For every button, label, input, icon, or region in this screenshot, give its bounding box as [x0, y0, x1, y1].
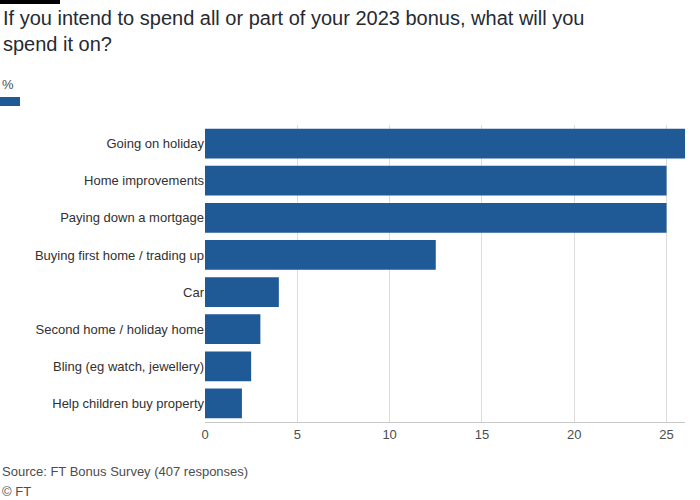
svg-text:If you intend to spend all or: If you intend to spend all or part of yo… [3, 7, 584, 55]
svg-text:15: 15 [475, 427, 489, 442]
svg-text:Help children buy property: Help children buy property [52, 396, 204, 411]
svg-text:Paying down a mortgage: Paying down a mortgage [60, 210, 204, 225]
svg-text:25: 25 [659, 427, 673, 442]
svg-text:5: 5 [294, 427, 301, 442]
svg-text:%: % [2, 77, 14, 92]
svg-text:Buying first home / trading up: Buying first home / trading up [35, 247, 204, 262]
svg-text:Bling (eg watch, jewellery): Bling (eg watch, jewellery) [53, 359, 204, 374]
svg-text:Second home / holiday home: Second home / holiday home [36, 322, 204, 337]
svg-text:Going on holiday: Going on holiday [106, 136, 204, 151]
svg-text:© FT: © FT [2, 484, 31, 499]
svg-text:Source: FT Bonus Survey (407 r: Source: FT Bonus Survey (407 responses) [2, 464, 248, 479]
svg-text:10: 10 [382, 427, 396, 442]
svg-text:0: 0 [201, 427, 208, 442]
svg-text:20: 20 [567, 427, 581, 442]
svg-text:Car: Car [183, 285, 205, 300]
svg-text:Home improvements: Home improvements [84, 173, 204, 188]
